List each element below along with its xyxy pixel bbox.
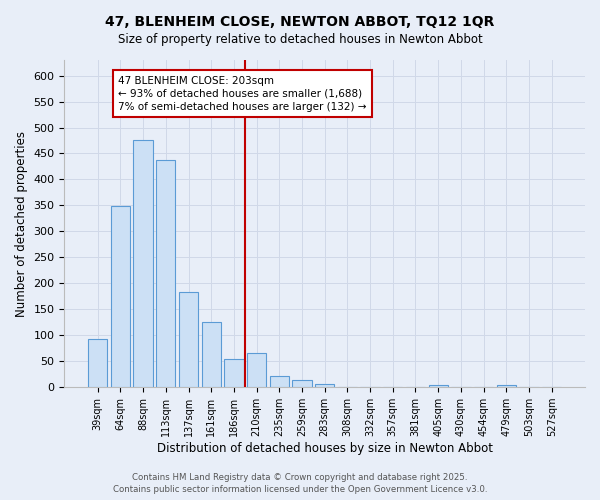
Text: Contains HM Land Registry data © Crown copyright and database right 2025.
Contai: Contains HM Land Registry data © Crown c… [113, 472, 487, 494]
Text: Size of property relative to detached houses in Newton Abbot: Size of property relative to detached ho… [118, 32, 482, 46]
Bar [88, 340, 107, 387]
Bar [269, 376, 289, 387]
Bar [428, 384, 448, 387]
Bar [202, 322, 221, 387]
Bar [224, 358, 244, 387]
X-axis label: Distribution of detached houses by size in Newton Abbot: Distribution of detached houses by size … [157, 442, 493, 455]
Bar [247, 354, 266, 387]
Text: 47, BLENHEIM CLOSE, NEWTON ABBOT, TQ12 1QR: 47, BLENHEIM CLOSE, NEWTON ABBOT, TQ12 1… [106, 15, 494, 29]
Bar [111, 206, 130, 387]
Bar [133, 140, 153, 387]
Bar [315, 384, 334, 387]
Y-axis label: Number of detached properties: Number of detached properties [15, 130, 28, 316]
Bar [179, 292, 198, 387]
Bar [497, 385, 516, 387]
Text: 47 BLENHEIM CLOSE: 203sqm
← 93% of detached houses are smaller (1,688)
7% of sem: 47 BLENHEIM CLOSE: 203sqm ← 93% of detac… [118, 76, 367, 112]
Bar [156, 160, 175, 387]
Bar [292, 380, 311, 387]
